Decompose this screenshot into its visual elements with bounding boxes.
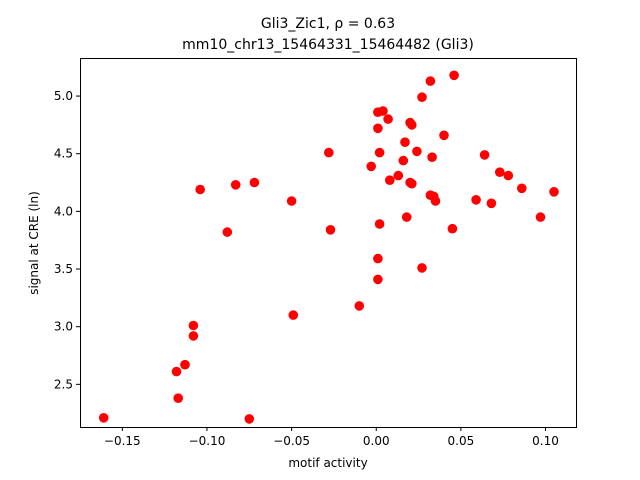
data-point-35: [417, 92, 427, 102]
data-point-36: [417, 263, 427, 273]
data-point-11: [286, 196, 297, 206]
points-layer: [98, 70, 559, 424]
data-point-50: [517, 183, 527, 194]
data-point-20: [373, 274, 383, 285]
data-point-51: [535, 212, 546, 222]
data-point-15: [354, 301, 365, 311]
x-tick-label: −0.05: [273, 434, 310, 448]
data-point-46: [479, 150, 490, 160]
data-point-14: [325, 225, 336, 235]
data-point-25: [385, 175, 395, 185]
x-tick-label: 0.05: [448, 434, 475, 448]
data-point-6: [195, 184, 205, 195]
data-point-47: [486, 198, 497, 209]
data-point-41: [430, 196, 441, 206]
data-point-39: [427, 152, 437, 162]
data-point-27: [398, 155, 409, 166]
data-point-5: [188, 331, 199, 341]
data-point-34: [412, 146, 422, 157]
data-point-44: [449, 70, 459, 81]
plot-frame: [80, 58, 577, 428]
data-point-29: [401, 212, 412, 222]
y-tick-label: 3.0: [54, 320, 73, 334]
data-point-24: [383, 114, 393, 124]
x-axis-label: motif activity: [288, 456, 367, 470]
y-axis-label: signal at CRE (ln): [27, 191, 41, 295]
data-point-2: [173, 393, 183, 404]
data-point-3: [180, 359, 190, 370]
data-point-26: [393, 170, 404, 181]
data-point-22: [374, 219, 385, 229]
data-point-52: [549, 187, 559, 197]
data-point-32: [407, 120, 417, 130]
data-point-45: [471, 195, 481, 205]
data-point-9: [244, 414, 255, 424]
data-point-1: [171, 366, 182, 377]
data-point-49: [503, 170, 514, 181]
data-point-16: [366, 161, 377, 172]
data-point-8: [230, 180, 241, 190]
y-tick-label: 4.5: [54, 147, 73, 161]
data-point-13: [324, 147, 334, 158]
chart-title: Gli3_Zic1, ρ = 0.63: [261, 16, 395, 32]
data-point-48: [495, 167, 505, 177]
x-tick-label: −0.15: [104, 434, 141, 448]
chart-subtitle: mm10_chr13_15464331_15464482 (Gli3): [182, 37, 474, 53]
data-point-7: [222, 227, 233, 237]
data-point-10: [249, 177, 260, 188]
data-point-28: [400, 137, 410, 147]
data-point-0: [98, 413, 109, 423]
y-tick-label: 4.0: [54, 204, 73, 218]
x-tick-label: 0.10: [532, 434, 559, 448]
data-point-37: [425, 76, 436, 86]
y-tick-label: 2.5: [54, 377, 73, 391]
y-tick-label: 3.5: [54, 262, 73, 276]
data-point-21: [374, 147, 385, 158]
x-axis: −0.15 −0.10 −0.05 0.00 0.05 0.10: [104, 427, 559, 448]
data-point-12: [288, 310, 299, 320]
x-tick-label: 0.00: [363, 434, 390, 448]
data-point-18: [373, 123, 383, 134]
data-point-43: [447, 223, 458, 234]
y-tick-label: 5.0: [54, 89, 73, 103]
data-point-33: [407, 178, 417, 189]
data-point-42: [439, 130, 449, 141]
y-axis: 2.5 3.0 3.5 4.0 4.5 5.0: [54, 89, 80, 391]
data-point-23: [378, 106, 388, 116]
data-point-4: [188, 320, 199, 331]
x-tick-label: −0.10: [189, 434, 226, 448]
data-point-19: [373, 253, 383, 264]
